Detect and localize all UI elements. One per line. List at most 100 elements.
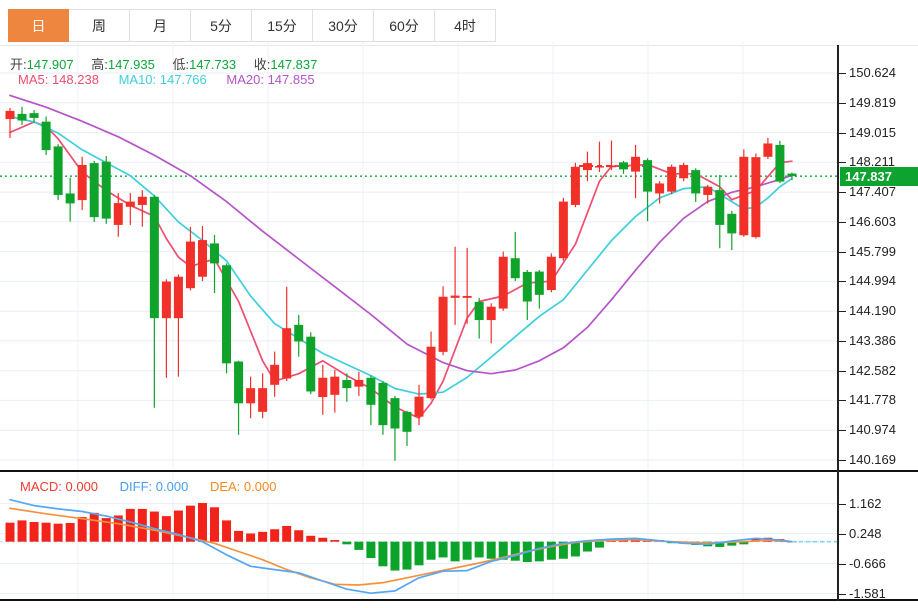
candle [17,106,27,125]
macd-histogram-bar [330,540,340,542]
price-axis-label: 149.015 [849,124,896,140]
tab-week[interactable]: 周 [69,9,130,42]
diff-value-readout: DIFF: 0.000 [119,479,189,494]
candle [486,303,496,344]
high-label: 高: [91,57,108,72]
candle [546,253,556,293]
candle [41,116,51,155]
macd-histogram-bar [210,507,220,542]
price-axis-label: 1.162 [849,495,882,511]
candle [137,190,147,227]
candle [655,181,665,204]
price-axis-label: 144.994 [849,273,896,289]
candle [775,140,785,184]
macd-histogram-bar [101,518,111,542]
macd-histogram-bar [390,541,400,571]
candle [558,197,568,261]
tab-4hour[interactable]: 4时 [435,9,496,42]
tabbar-separator [0,45,918,46]
axis-tick [839,430,846,432]
axis-tick [839,460,846,461]
candle [354,371,364,396]
candle [426,331,436,400]
candlestick-chart[interactable] [0,42,918,470]
tab-month[interactable]: 月 [130,9,191,42]
dea-value-readout: DEA: 0.000 [209,479,277,494]
macd-histogram-bar [366,541,376,559]
candle [438,286,448,356]
candle [402,410,412,446]
macd-histogram-bar [378,541,388,567]
candle [246,376,256,419]
current-price-tag: 147.837 [840,166,918,186]
axis-tick [839,221,846,223]
tab-30min[interactable]: 30分 [313,9,374,42]
macd-histogram-bar [486,541,496,559]
axis-tick [839,281,846,283]
axis-tick [839,370,846,372]
axis-tick [839,251,846,253]
price-axis-line [837,45,839,601]
macd-histogram-bar [246,533,256,542]
price-axis-label: -0.666 [849,555,886,571]
candle [65,177,75,222]
macd-histogram-bar [294,530,304,542]
axis-tick [839,73,846,74]
axis-tick [839,162,846,164]
candle [607,140,616,171]
macd-histogram-bar [474,541,484,558]
tab-day[interactable]: 日 [8,9,69,42]
tab-60min[interactable]: 60分 [374,9,435,42]
price-axis-label: 141.778 [849,392,896,408]
candle [631,144,641,199]
candle [77,156,87,211]
tab-15min[interactable]: 15分 [252,9,313,42]
candle [101,156,111,224]
open-label: 开: [10,57,27,72]
candle [715,174,725,249]
bottom-border [0,599,918,601]
macd-histogram-bar [739,541,749,545]
candle [29,110,39,124]
candle [390,395,400,461]
candle [739,149,749,237]
candle [53,144,63,201]
macd-histogram-bar [197,503,207,542]
candle [185,226,195,291]
macd-readout: MACD: 0.000 DIFF: 0.000 DEA: 0.000 [20,479,294,494]
axis-tick [839,563,846,565]
macd-value-readout: MACD: 0.000 [20,479,99,494]
candle [222,263,232,374]
candle [173,274,183,377]
candle [594,141,604,172]
axis-tick [839,533,846,535]
macd-histogram-bar [450,541,460,562]
macd-histogram-bar [510,541,520,561]
candle [582,151,592,182]
price-axis-label: 144.190 [849,303,896,319]
price-axis-label: 0.248 [849,525,882,541]
candle [342,373,352,402]
candle [619,160,629,174]
candle [258,373,268,419]
axis-tick [839,340,846,342]
macd-histogram-bar [173,510,183,542]
close-value: 147.837 [270,57,318,72]
macd-chart[interactable] [0,470,918,601]
axis-tick [839,400,846,402]
low-label: 低: [172,57,190,72]
price-axis-label: 140.169 [849,452,896,467]
ohlc-readout: 开:147.907 高:147.935 低:147.733 收:147.837 [10,54,331,73]
macd-histogram-bar [29,522,39,542]
macd-histogram-bar [414,541,424,566]
candle [306,332,316,395]
tab-5min[interactable]: 5分 [191,9,252,42]
ma-line-ma10 [9,115,793,395]
macd-histogram-bar [17,520,27,542]
axis-tick [839,102,846,104]
candle [763,137,773,160]
macd-histogram-bar [306,535,316,542]
candle [378,381,388,435]
price-axis-label: 150.624 [849,65,896,80]
candle [751,153,761,239]
